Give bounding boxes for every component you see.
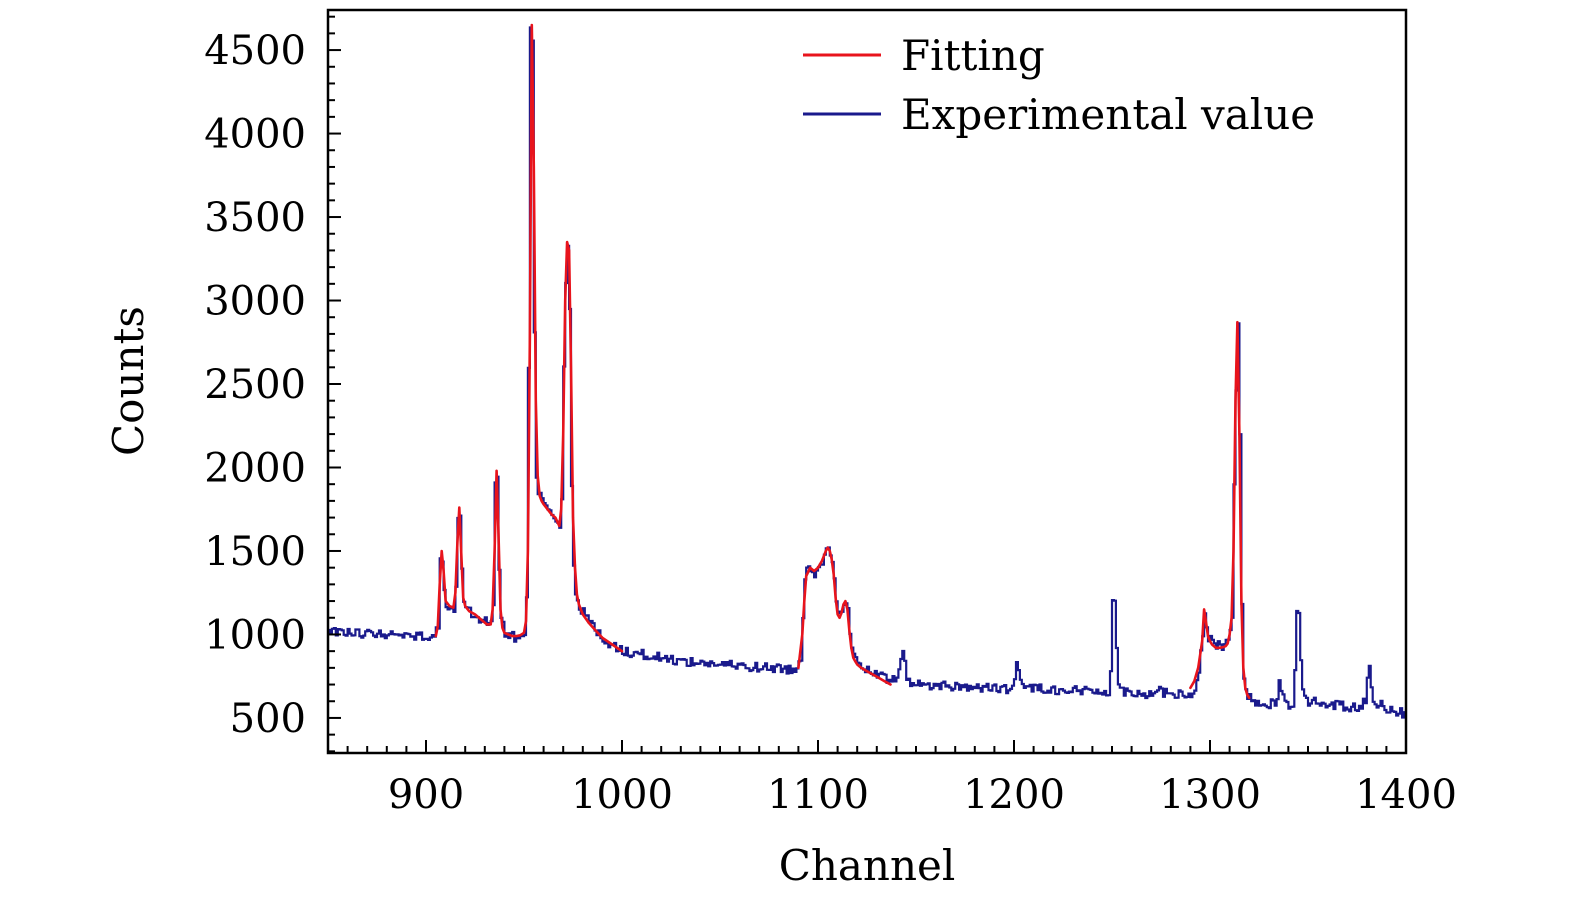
series-fitting-segment-1 <box>434 23 624 653</box>
series-fitting-segment-3 <box>1189 320 1251 700</box>
x-tick-label: 1100 <box>767 772 869 818</box>
y-tick-label: 2000 <box>204 445 306 491</box>
x-tick-label: 900 <box>388 772 464 818</box>
y-tick-label: 3500 <box>204 195 306 241</box>
y-axis-title: Counts <box>104 306 153 456</box>
y-tick-label: 3000 <box>204 279 306 325</box>
axis-tick-labels: 900 1000 1100 1200 1300 1400 500 1000 1500 2000 25… <box>204 28 1457 818</box>
x-tick-label: 1300 <box>1159 772 1261 818</box>
y-tick-label: 2500 <box>204 362 306 408</box>
x-tick-label: 1000 <box>571 772 673 818</box>
plot-frame <box>326 8 1408 755</box>
legend: Fitting Experimental value <box>803 31 1315 139</box>
x-axis-title: Channel <box>779 841 956 890</box>
series-fitting-segment-2 <box>797 546 892 686</box>
plot-border <box>326 8 1408 755</box>
x-tick-label: 1200 <box>963 772 1065 818</box>
y-tick-label: 4500 <box>204 28 306 74</box>
y-tick-label: 4000 <box>204 112 306 158</box>
x-tick-label: 1400 <box>1355 772 1457 818</box>
axis-ticks <box>327 15 1407 753</box>
legend-label-fitting: Fitting <box>901 31 1045 80</box>
legend-label-experimental: Experimental value <box>901 90 1315 139</box>
y-tick-label: 1000 <box>204 612 306 658</box>
y-tick-label: 1500 <box>204 529 306 575</box>
y-tick-label: 500 <box>230 696 306 742</box>
plot-series <box>328 23 1406 719</box>
